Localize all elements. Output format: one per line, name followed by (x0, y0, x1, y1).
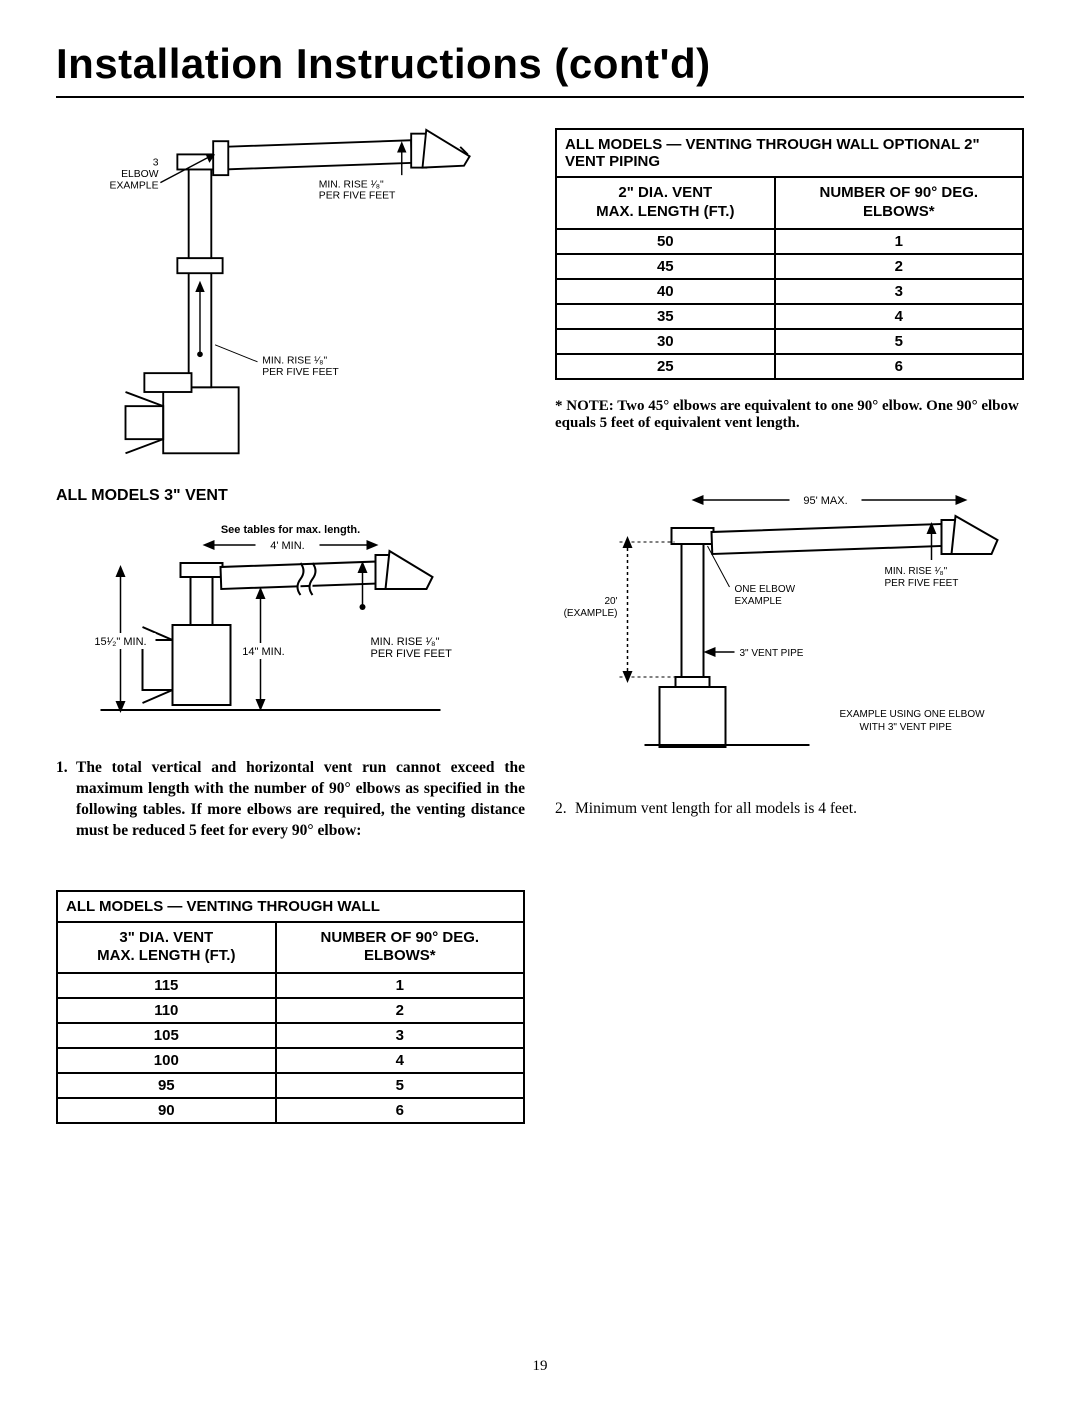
diagram-3in-vent: See tables for max. length. 4' MIN. (56, 515, 525, 735)
table-row: 1004 (57, 1048, 524, 1073)
table-row: 906 (57, 1098, 524, 1123)
table-row: 501 (556, 229, 1023, 254)
svg-text:3" VENT PIPE: 3" VENT PIPE (740, 648, 804, 659)
note-2: 2. Minimum vent length for all models is… (555, 799, 1024, 820)
star-note: * NOTE: Two 45° elbows are equivalent to… (555, 398, 1024, 432)
table-row: 955 (57, 1073, 524, 1098)
page-number: 19 (0, 1358, 1080, 1375)
svg-text:MIN. RISE ¹⁄₈": MIN. RISE ¹⁄₈" (262, 356, 327, 367)
svg-text:14" MIN.: 14" MIN. (242, 646, 284, 658)
table-2in-col1: 2" DIA. VENT MAX. LENGTH (FT.) (556, 177, 775, 229)
svg-text:ELBOW: ELBOW (121, 169, 159, 180)
diagram-one-elbow: 95' MAX. 20' (EXAMPLE) ONE ELBOW EXAMPLE (555, 482, 1024, 782)
svg-text:MIN. RISE ¹⁄₈": MIN. RISE ¹⁄₈" (319, 179, 384, 190)
svg-text:PER FIVE FEET: PER FIVE FEET (262, 367, 339, 378)
table-3in-col2: NUMBER OF 90° DEG. ELBOWS* (276, 922, 524, 974)
table-row: 354 (556, 304, 1023, 329)
svg-text:PER FIVE FEET: PER FIVE FEET (371, 648, 453, 660)
table-row: 1151 (57, 973, 524, 998)
svg-text:EXAMPLE: EXAMPLE (735, 596, 783, 607)
note-1: 1. The total vertical and horizontal ven… (56, 758, 525, 842)
svg-text:EXAMPLE: EXAMPLE (110, 180, 159, 191)
svg-text:20': 20' (604, 596, 617, 607)
table-row: 1053 (57, 1023, 524, 1048)
table-2in-title: ALL MODELS — VENTING THROUGH WALL OPTION… (556, 129, 1023, 177)
svg-text:See tables for max. length.: See tables for max. length. (221, 524, 360, 536)
svg-text:PER FIVE FEET: PER FIVE FEET (319, 191, 396, 202)
page-title: Installation Instructions (cont'd) (56, 40, 1024, 88)
svg-text:MIN. RISE ¹⁄₈": MIN. RISE ¹⁄₈" (371, 636, 440, 648)
table-3in-title: ALL MODELS — VENTING THROUGH WALL (57, 891, 524, 922)
svg-text:MIN. RISE ¹⁄₈": MIN. RISE ¹⁄₈" (885, 566, 948, 577)
table-row: 256 (556, 354, 1023, 379)
table-2in-col2: NUMBER OF 90° DEG. ELBOWS* (775, 177, 1023, 229)
svg-text:EXAMPLE USING ONE ELBOW: EXAMPLE USING ONE ELBOW (840, 709, 986, 720)
note-2-text: Minimum vent length for all models is 4 … (575, 799, 1024, 820)
svg-text:4' MIN.: 4' MIN. (270, 540, 305, 552)
note-2-number: 2. (555, 799, 575, 820)
svg-text:3: 3 (153, 158, 159, 169)
table-3in-vent: ALL MODELS — VENTING THROUGH WALL 3" DIA… (56, 890, 525, 1125)
table-row: 403 (556, 279, 1023, 304)
svg-text:(EXAMPLE): (EXAMPLE) (564, 608, 618, 619)
table-row: 1102 (57, 998, 524, 1023)
svg-text:95' MAX.: 95' MAX. (803, 495, 847, 507)
table-3in-col1: 3" DIA. VENT MAX. LENGTH (FT.) (57, 922, 276, 974)
svg-text:ONE ELBOW: ONE ELBOW (735, 584, 796, 595)
title-rule (56, 96, 1024, 98)
note-1-number: 1. (56, 758, 76, 842)
svg-text:15¹⁄₂" MIN.: 15¹⁄₂" MIN. (94, 636, 146, 648)
svg-text:WITH 3" VENT PIPE: WITH 3" VENT PIPE (860, 722, 953, 733)
diagram-3-elbow: 3 ELBOW EXAMPLE MIN. RISE ¹⁄₈" PER FIVE … (56, 128, 525, 458)
table-row: 305 (556, 329, 1023, 354)
note-1-text: The total vertical and horizontal vent r… (76, 758, 525, 842)
table-row: 452 (556, 254, 1023, 279)
table-2in-vent: ALL MODELS — VENTING THROUGH WALL OPTION… (555, 128, 1024, 380)
svg-text:PER FIVE FEET: PER FIVE FEET (885, 578, 959, 589)
all-models-3in-label: ALL MODELS 3" VENT (56, 487, 525, 505)
